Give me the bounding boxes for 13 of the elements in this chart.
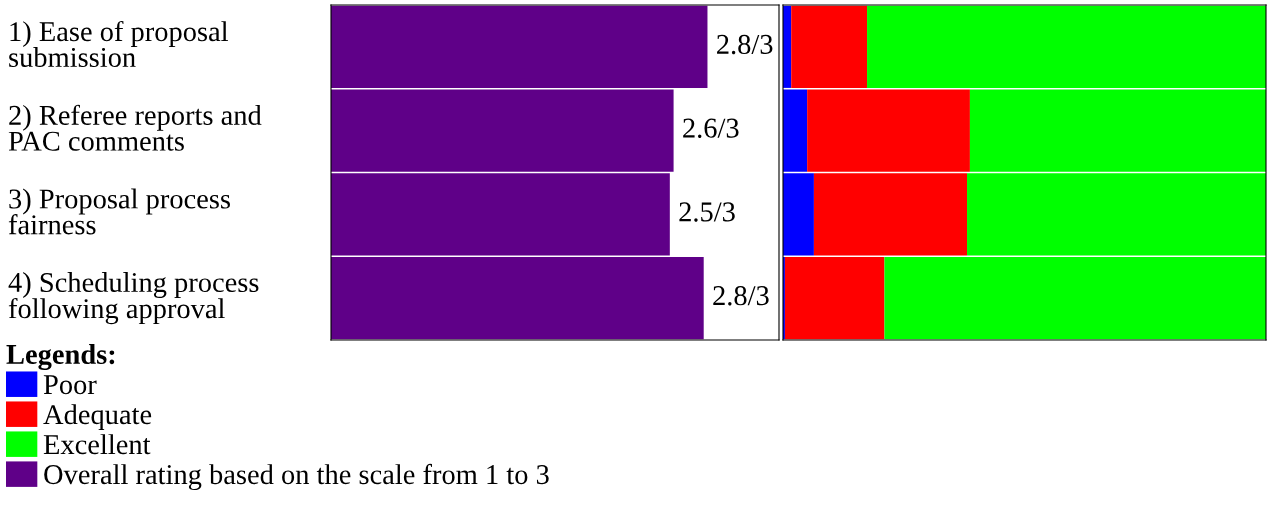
legend-label: Poor [43, 375, 97, 395]
y-tick-label: 2) Referee reports and PAC comments [8, 104, 262, 151]
text: 2.8/3 [713, 286, 769, 306]
y-tick-label: 1) Ease of proposal submission [9, 20, 229, 68]
y-tick-label: 3) Proposal process fairness [8, 188, 230, 235]
legend-label: Overall rating based on the scale from 1 to 3 [44, 463, 549, 491]
annotation: 2.5/3 [679, 202, 735, 222]
legend-label: Adequate [43, 404, 152, 430]
annotation: 2.6/3 [683, 118, 739, 138]
y-tick-label: 4) Scheduling process following approval [8, 272, 259, 325]
legend-label: Excellent [43, 434, 151, 455]
text: 2.8/3 [717, 34, 773, 55]
legend-title: Legends: [6, 344, 115, 371]
